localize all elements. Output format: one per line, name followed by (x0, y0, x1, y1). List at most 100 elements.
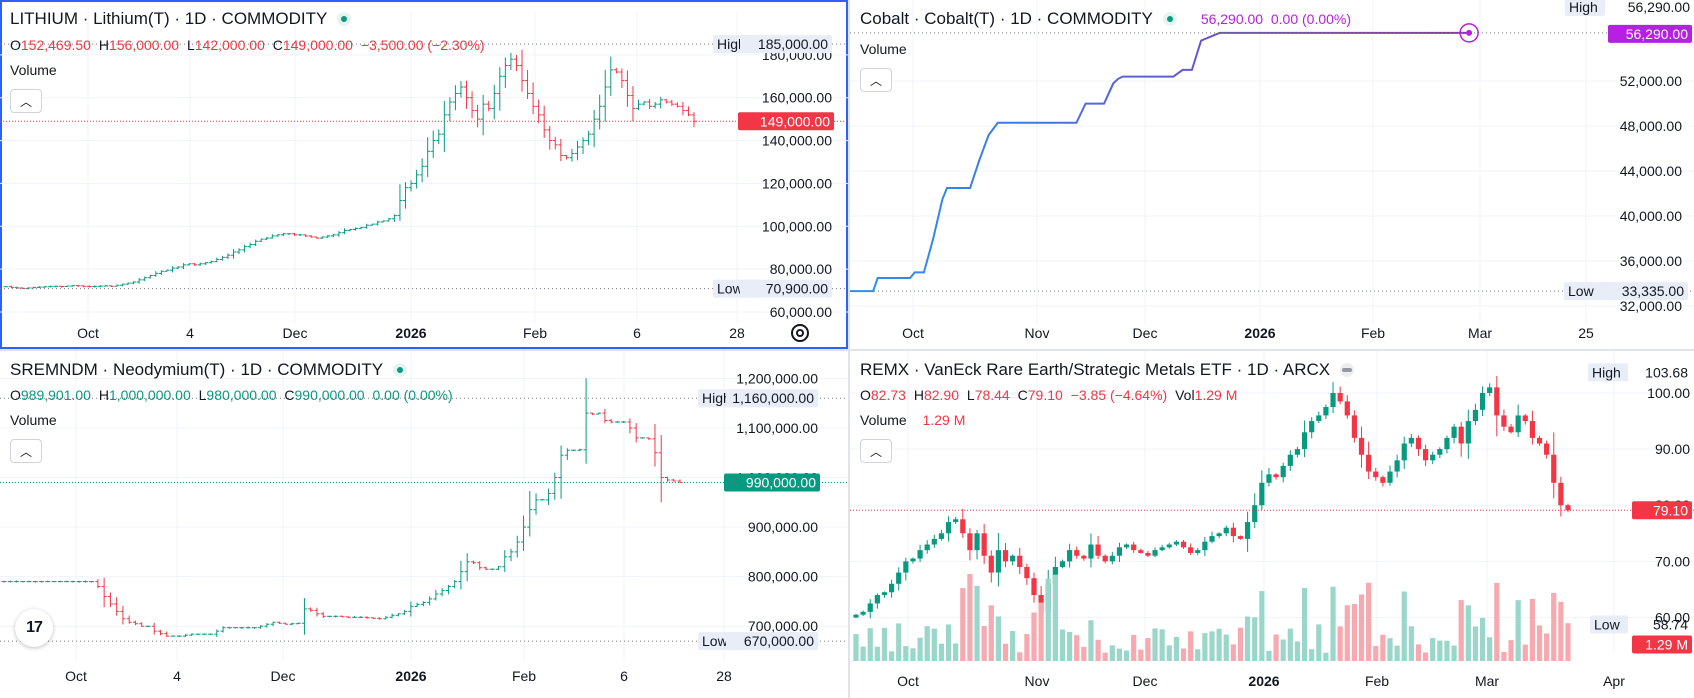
x-tick-label: 28 (716, 668, 732, 684)
ohlc-bar (253, 239, 259, 247)
ohlc-bar (419, 158, 425, 183)
candle (1437, 447, 1443, 458)
ohlc-bar (425, 137, 431, 178)
candle-body (1017, 555, 1023, 567)
volume-bar (988, 605, 994, 661)
ohlc-o-value: 152,469.50 (20, 37, 91, 53)
pane-remx[interactable]: 60.0070.0080.0090.00100.00OctNovDec2026F… (850, 351, 1694, 698)
candle (1294, 446, 1301, 458)
neodymium-chart[interactable]: 700,000.00 800,000.00 900,000.00 1,000,000.… (0, 351, 848, 698)
collapse-button[interactable]: ︿ (860, 68, 892, 92)
volume-bar (995, 616, 1001, 661)
pane-neodymium[interactable]: 700,000.00 800,000.00 900,000.00 1,000,000.… (0, 351, 848, 698)
ohlc-bar (364, 616, 370, 619)
ohlc-bar (658, 96, 664, 109)
candle (1081, 554, 1087, 561)
ohlc-bar (270, 621, 276, 627)
candle (1059, 559, 1066, 569)
high-label: High (702, 390, 731, 406)
ohlc-bar (145, 625, 151, 628)
ohlc-bar (214, 629, 220, 638)
pane-cobalt[interactable]: 32,000.00 36,000.00 40,000.00 44,000.00 48,0… (850, 0, 1694, 349)
ohlc-bar (95, 579, 101, 589)
volume-bar (931, 628, 937, 661)
candle (1024, 563, 1030, 585)
volume-price-tag: 1.29 M (1645, 637, 1688, 653)
candle (917, 544, 923, 563)
candle-body (1095, 544, 1101, 556)
ohlc-bar (76, 580, 82, 583)
candle (1017, 547, 1023, 574)
ohlc-bar (42, 286, 48, 288)
high-value: 56,290.00 (1628, 0, 1690, 15)
candle (1401, 436, 1407, 469)
ohlc-l-value: 980,000.00 (206, 387, 277, 403)
market-closed-icon (1340, 363, 1355, 377)
volume-bar (1102, 652, 1108, 661)
candle (988, 550, 994, 583)
ohlc-bar (264, 236, 270, 241)
x-tick-label: Dec (1133, 673, 1158, 689)
ohlc-bar (533, 493, 539, 515)
pane-divider-horizontal[interactable] (0, 349, 1694, 351)
tradingview-logo-icon[interactable]: 17 (15, 609, 53, 647)
ohlc-bar (345, 616, 351, 619)
candle (874, 593, 880, 609)
y-tick-label: 70.00 (1655, 553, 1690, 569)
low-value: 670,000.00 (744, 633, 814, 649)
candle (1515, 404, 1521, 437)
candle (1465, 409, 1471, 459)
candle-body (1195, 550, 1201, 553)
candle-body (1166, 544, 1172, 548)
collapse-button[interactable]: ︿ (10, 89, 42, 113)
volume-label: Volume (860, 41, 907, 57)
pane-lithium[interactable]: 60,000.00 80,000.00 100,000.00 120,000.00 14… (0, 0, 848, 349)
settings-gear-icon[interactable] (791, 324, 809, 342)
last-point-dot (1466, 29, 1473, 36)
ohlc-o-label: O (860, 387, 871, 403)
collapse-button[interactable]: ︿ (10, 439, 42, 463)
candle-body (1551, 454, 1557, 483)
ohlc-bar (333, 615, 339, 618)
candle (1323, 404, 1329, 419)
cobalt-chart[interactable]: 32,000.00 36,000.00 40,000.00 44,000.00 48,0… (850, 0, 1694, 349)
candle (1195, 547, 1201, 556)
volume-bar (1245, 616, 1251, 661)
volume-bar (1159, 629, 1165, 661)
volume-bar (1501, 651, 1507, 661)
ohlc-bar (125, 282, 131, 285)
ohlc-bar (674, 102, 680, 108)
ohlc-bar (477, 561, 483, 570)
candle-body (1565, 505, 1571, 511)
candle-body (1102, 555, 1108, 562)
ohlc-bar (597, 94, 603, 130)
ohlc-bar (314, 607, 320, 617)
ohlc-bar (483, 566, 489, 571)
ohlc-bar (489, 568, 495, 571)
ohlc-bar (251, 626, 257, 629)
ohlc-bar (26, 580, 32, 583)
candle-body (1216, 533, 1222, 537)
remx-chart[interactable]: 60.0070.0080.0090.00100.00OctNovDec2026F… (850, 351, 1694, 698)
cobalt-title: Cobalt · Cobalt(T) · 1D · COMMODITY (860, 9, 1153, 28)
candle-body (1266, 474, 1272, 483)
x-tick-label: Feb (1361, 325, 1385, 341)
collapse-button[interactable]: ︿ (860, 439, 892, 463)
candle (1301, 420, 1308, 458)
candle-body (1209, 536, 1215, 542)
ohlc-bar (233, 627, 239, 629)
volume-label: Volume (860, 412, 907, 428)
candle-body (910, 558, 916, 562)
ohlc-c-label: C (284, 387, 295, 403)
lithium-chart[interactable]: 60,000.00 80,000.00 100,000.00 120,000.00 14… (0, 0, 848, 349)
ohlc-bar (157, 629, 163, 636)
volume-bar (1401, 591, 1407, 661)
ohlc-bar (39, 580, 45, 583)
ohlc-bar (70, 285, 76, 287)
ohlc-bar (86, 285, 92, 288)
ohlc-bar (596, 412, 602, 415)
volume-bar (1544, 633, 1550, 661)
candle (1131, 541, 1137, 553)
candle-body (1180, 541, 1187, 548)
volume-bar (1558, 601, 1564, 661)
